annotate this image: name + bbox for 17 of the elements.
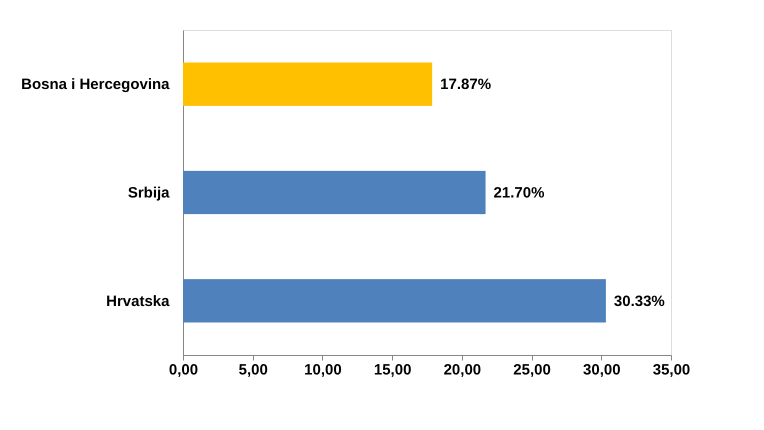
y-tick-label: Bosna i Hercegovina (21, 76, 170, 94)
bar (183, 62, 432, 106)
x-tick-label: 15,00 (374, 362, 412, 378)
x-tick-label: 10,00 (304, 362, 342, 378)
bar (183, 279, 606, 322)
x-tick-label: 5,00 (238, 362, 268, 378)
x-tick-label: 25,00 (513, 362, 551, 378)
x-tick-label: 35,00 (652, 362, 690, 378)
data-label: 21.70% (494, 184, 544, 202)
data-label: 30.33% (614, 292, 665, 310)
x-tick-label: 30,00 (583, 362, 621, 378)
x-tick-label: 20,00 (444, 362, 482, 378)
y-tick-label: Srbija (128, 184, 170, 202)
y-tick-label: Hrvatska (106, 292, 170, 310)
bar (183, 170, 486, 214)
data-label: 17.87% (440, 76, 492, 94)
x-tick-label: 0,00 (168, 362, 198, 378)
